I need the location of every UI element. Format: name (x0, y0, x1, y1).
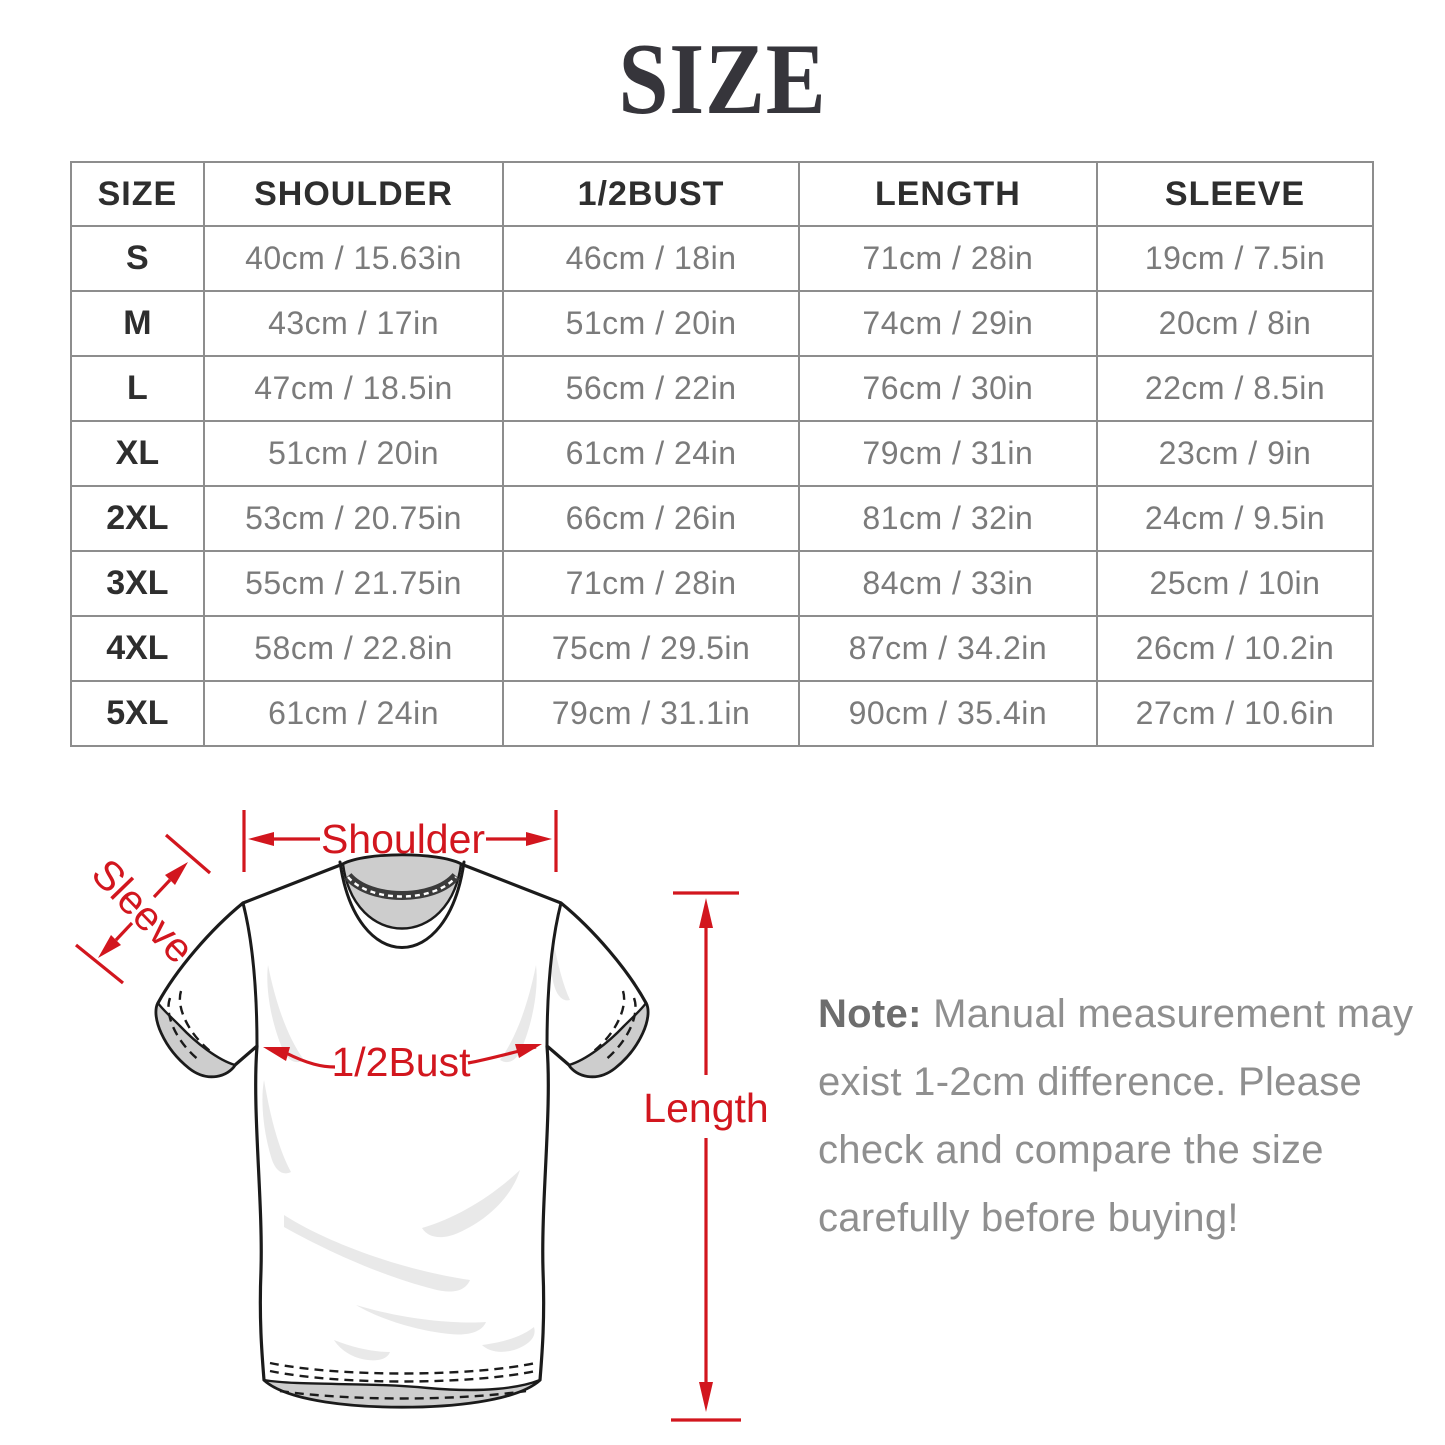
tshirt-measurement-diagram: Shoulder Sleeve 1/2Bust Length (74, 810, 769, 1422)
measurement-cell: 51cm / 20in (502, 290, 800, 357)
column-header: SLEEVE (1095, 161, 1375, 227)
size-cell: 2XL (70, 485, 205, 552)
measurement-cell: 71cm / 28in (797, 225, 1098, 292)
measurement-cell: 87cm / 34.2in (797, 615, 1098, 682)
neckline-seam (338, 860, 466, 949)
table-row: 5XL 61cm / 24in 79cm / 31.1in 90cm / 35.4in… (70, 680, 1375, 747)
hem (262, 1378, 542, 1409)
bust-label: 1/2Bust (331, 1039, 471, 1085)
measurement-cell: 71cm / 28in (502, 550, 800, 617)
measurement-cell: 40cm / 15.63in (202, 225, 505, 292)
column-header: SIZE (70, 161, 205, 227)
table-row: 4XL 58cm / 22.8in 75cm / 29.5in 87cm / 34.2… (70, 615, 1375, 682)
measurement-cell: 76cm / 30in (797, 355, 1098, 422)
measurement-cell: 25cm / 10in (1095, 550, 1375, 617)
measurement-cell: 55cm / 21.75in (202, 550, 505, 617)
measurement-cell: 84cm / 33in (797, 550, 1098, 617)
shoulder-label: Shoulder (321, 816, 485, 862)
table-row: L 47cm / 18.5in 56cm / 22in 76cm / 30in 22cm… (70, 355, 1375, 422)
column-header: SHOULDER (202, 161, 505, 227)
table-row: 3XL 55cm / 21.75in 71cm / 28in 84cm / 33in 2… (70, 550, 1375, 617)
measurement-cell: 61cm / 24in (202, 680, 505, 747)
measurement-cell: 79cm / 31.1in (502, 680, 800, 747)
measurement-cell: 20cm / 8in (1095, 290, 1375, 357)
measurement-cell: 51cm / 20in (202, 420, 505, 487)
length-annotation: Length (643, 891, 769, 1422)
measurement-cell: 58cm / 22.8in (202, 615, 505, 682)
size-cell: S (70, 225, 205, 292)
table-row: XL 51cm / 20in 61cm / 24in 79cm / 31in 23cm … (70, 420, 1375, 487)
table-header-row: SIZE SHOULDER 1/2BUST LENGTH SLEEVE (70, 161, 1375, 227)
size-cell: 4XL (70, 615, 205, 682)
measurement-cell: 61cm / 24in (502, 420, 800, 487)
size-cell: M (70, 290, 205, 357)
measurement-cell: 53cm / 20.75in (202, 485, 505, 552)
note-prefix: Note: (818, 992, 922, 1036)
right-armhole-seam (545, 901, 563, 1048)
measurement-cell: 23cm / 9in (1095, 420, 1375, 487)
measurement-cell: 43cm / 17in (202, 290, 505, 357)
column-header: 1/2BUST (502, 161, 800, 227)
table-row: S 40cm / 15.63in 46cm / 18in 71cm / 28in 19c… (70, 225, 1375, 292)
measurement-cell: 74cm / 29in (797, 290, 1098, 357)
measurement-cell: 27cm / 10.6in (1095, 680, 1375, 747)
table-row: 2XL 53cm / 20.75in 66cm / 26in 81cm / 32in 2… (70, 485, 1375, 552)
measurement-cell: 66cm / 26in (502, 485, 800, 552)
right-cuff (567, 1001, 650, 1078)
measurement-cell: 47cm / 18.5in (202, 355, 505, 422)
left-armhole-seam (241, 901, 259, 1048)
page-title: SIZE (618, 23, 827, 136)
measurement-note: Note: Manual measurement may exist 1-2cm … (818, 992, 1414, 1240)
measurement-cell: 22cm / 8.5in (1095, 355, 1375, 422)
tshirt-illustration (154, 853, 650, 1409)
measurement-cell: 26cm / 10.2in (1095, 615, 1375, 682)
table-row: M 43cm / 17in 51cm / 20in 74cm / 29in 20cm /… (70, 290, 1375, 357)
measurement-cell: 46cm / 18in (502, 225, 800, 292)
measurement-cell: 81cm / 32in (797, 485, 1098, 552)
measurement-cell: 24cm / 9.5in (1095, 485, 1375, 552)
left-cuff (154, 1001, 237, 1078)
fabric-wrinkles (262, 940, 570, 1361)
measurement-cell: 19cm / 7.5in (1095, 225, 1375, 292)
column-header: LENGTH (797, 161, 1098, 227)
size-cell: L (70, 355, 205, 422)
measurement-cell: 90cm / 35.4in (797, 680, 1098, 747)
size-cell: XL (70, 420, 205, 487)
size-cell: 3XL (70, 550, 205, 617)
measurement-cell: 75cm / 29.5in (502, 615, 800, 682)
shoulder-annotation: Shoulder (242, 810, 558, 872)
size-table: SIZE SHOULDER 1/2BUST LENGTH SLEEVE S 40cm / … (70, 161, 1375, 747)
bust-annotation: 1/2Bust (263, 1039, 542, 1085)
measurement-cell: 56cm / 22in (502, 355, 800, 422)
measurement-cell: 79cm / 31in (797, 420, 1098, 487)
size-cell: 5XL (70, 680, 205, 747)
length-label: Length (643, 1085, 768, 1131)
